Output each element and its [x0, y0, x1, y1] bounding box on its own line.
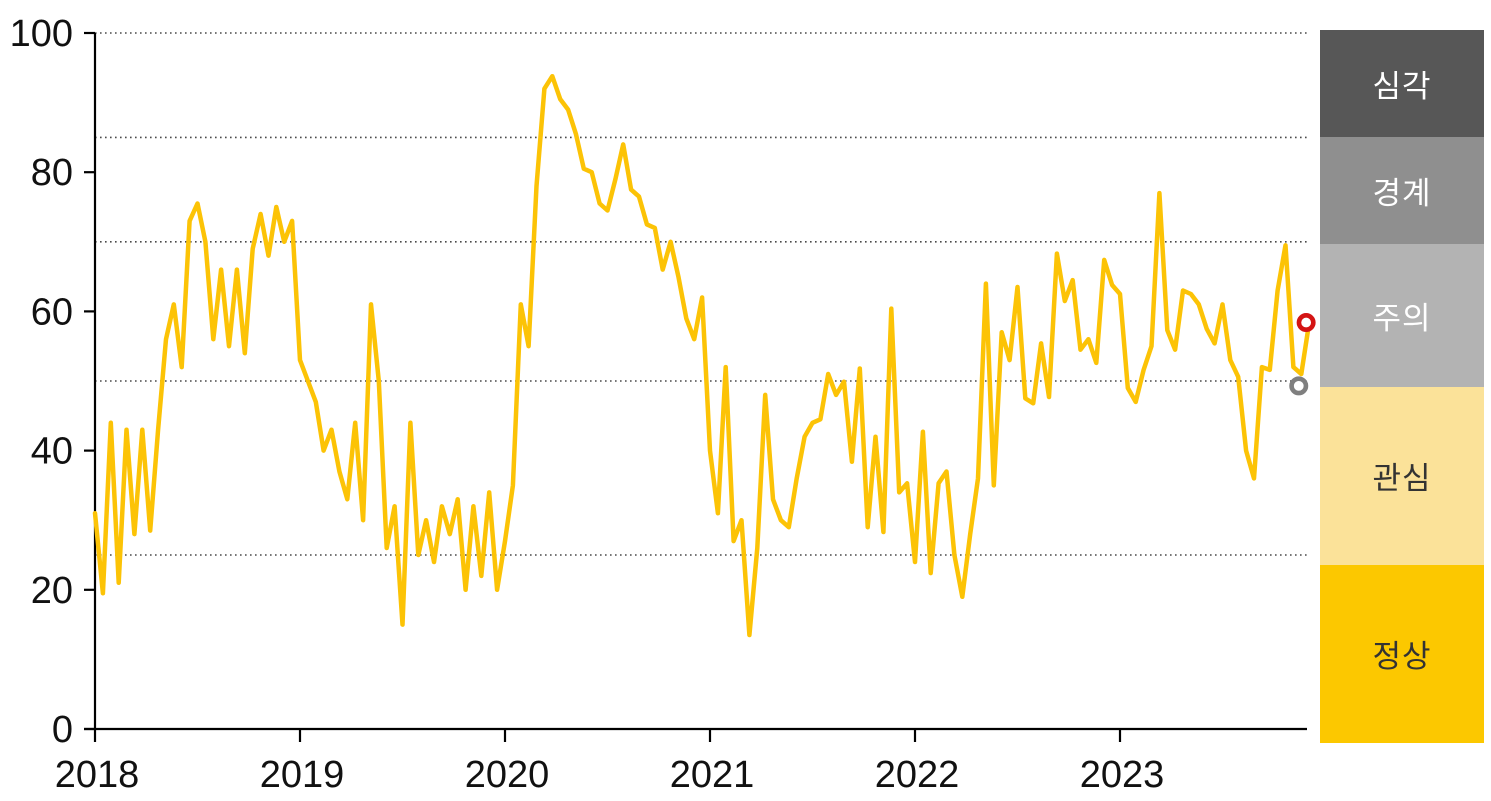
x-tick-label: 2020: [465, 754, 550, 796]
y-tick-label: 80: [31, 152, 73, 194]
x-tick-label: 2021: [670, 754, 755, 796]
risk-index-line: [92, 73, 1312, 638]
previous-value-marker: [1289, 376, 1309, 396]
risk-band-4: 정상: [1320, 564, 1484, 743]
x-tick-label: 2018: [55, 754, 140, 796]
risk-band-2: 주의: [1320, 243, 1484, 387]
risk-band-1: 경계: [1320, 136, 1484, 244]
y-tick-label: 0: [52, 709, 73, 751]
risk-band-label: 주의: [1372, 300, 1432, 336]
y-tick-label: 60: [31, 291, 73, 333]
y-tick-label: 100: [10, 13, 73, 55]
risk-band-0: 심각: [1320, 30, 1484, 137]
risk-band-label: 관심: [1372, 461, 1432, 497]
y-tick-label: 20: [31, 570, 73, 612]
risk-band-label: 정상: [1372, 639, 1432, 675]
x-tick-label: 2023: [1080, 754, 1165, 796]
risk-band-label: 경계: [1372, 175, 1432, 211]
x-tick-label: 2019: [260, 754, 345, 796]
risk-band-label: 심각: [1372, 68, 1432, 104]
y-tick-label: 40: [31, 431, 73, 473]
x-tick-label: 2022: [875, 754, 960, 796]
latest-value-marker: [1296, 313, 1316, 333]
risk-band-3: 관심: [1320, 386, 1484, 565]
